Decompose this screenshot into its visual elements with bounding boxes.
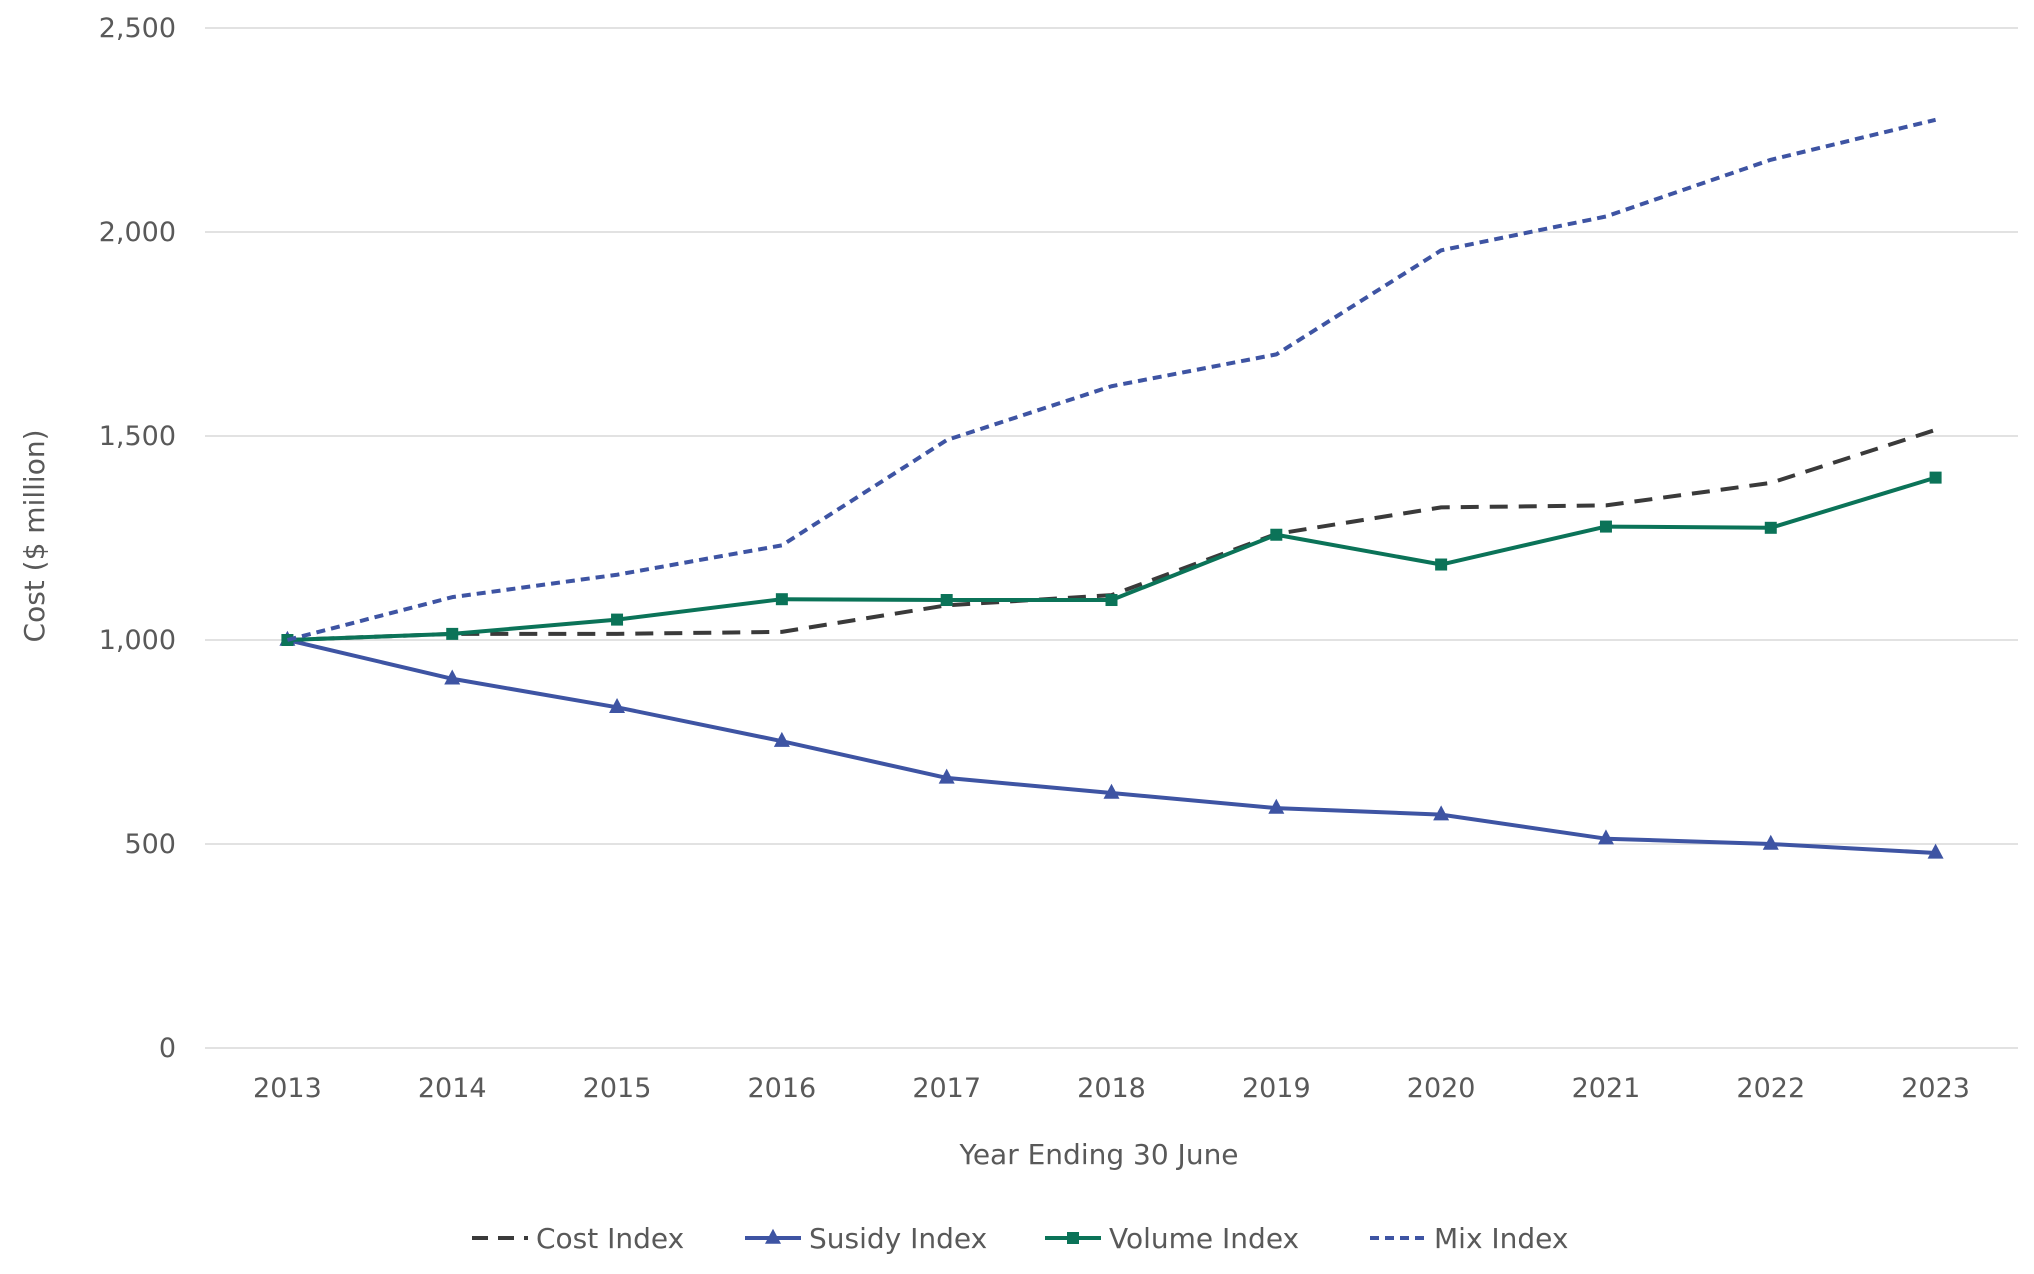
x-tick-label: 2023 — [1901, 1073, 1970, 1104]
data-point — [444, 669, 461, 685]
y-axis-ticks: 0 500 1,000 1,500 2,000 2,500 — [99, 13, 176, 1064]
data-point — [940, 594, 953, 607]
data-point — [609, 698, 626, 714]
y-tick-label: 500 — [124, 829, 176, 860]
y-tick-label: 2,500 — [99, 13, 176, 44]
legend-label: Cost Index — [536, 1222, 684, 1255]
x-axis-ticks: 2013 2014 2015 2016 2017 2018 2019 2020 2021 2022… — [253, 1073, 1970, 1104]
legend-label: Volume Index — [1109, 1222, 1299, 1255]
data-point — [1435, 558, 1448, 571]
y-tick-label: 2,000 — [99, 217, 176, 248]
legend-label: Susidy Index — [809, 1222, 987, 1255]
x-tick-label: 2021 — [1572, 1073, 1641, 1104]
x-tick-label: 2015 — [583, 1073, 652, 1104]
series-mix-index — [286, 117, 1937, 642]
y-tick-label: 1,000 — [99, 625, 176, 656]
legend-item: Susidy Index — [745, 1222, 987, 1255]
x-tick-label: 2019 — [1242, 1073, 1311, 1104]
x-tick-label: 2022 — [1736, 1073, 1805, 1104]
data-point — [1103, 783, 1120, 799]
data-point — [1599, 520, 1612, 533]
legend-marker — [765, 1228, 781, 1244]
x-tick-label: 2016 — [748, 1073, 817, 1104]
data-point — [938, 768, 955, 784]
y-tick-label: 1,500 — [99, 421, 176, 452]
x-tick-label: 2017 — [912, 1073, 981, 1104]
series-susidy-index — [279, 630, 1944, 859]
data-point — [1762, 834, 1779, 850]
legend-marker — [1067, 1232, 1079, 1244]
gridlines — [205, 27, 2018, 1049]
data-point — [775, 593, 788, 606]
legend-label: Mix Index — [1434, 1222, 1569, 1255]
x-tick-label: 2014 — [418, 1073, 487, 1104]
legend-item: Mix Index — [1370, 1222, 1569, 1255]
data-point — [1105, 594, 1118, 607]
legend-item: Volume Index — [1045, 1222, 1299, 1255]
series-volume-index — [281, 471, 1942, 646]
x-tick-label: 2018 — [1077, 1073, 1146, 1104]
data-point — [1270, 528, 1283, 541]
data-point — [1929, 471, 1942, 484]
x-tick-label: 2020 — [1407, 1073, 1476, 1104]
data-point — [1433, 805, 1450, 821]
data-point — [611, 613, 624, 626]
series-line — [287, 475, 1937, 642]
data-point — [1927, 843, 1944, 859]
data-point — [446, 627, 459, 640]
data-point — [773, 731, 790, 747]
series-cost-index — [287, 427, 1937, 642]
x-axis-title: Year Ending 30 June — [958, 1138, 1238, 1171]
data-point — [1764, 521, 1777, 534]
series-line — [286, 117, 1937, 642]
x-tick-label: 2013 — [253, 1073, 322, 1104]
data-point — [1597, 829, 1614, 845]
series-lines — [279, 117, 1944, 859]
series-line — [287, 427, 1937, 642]
data-point — [1268, 798, 1285, 814]
legend-item: Cost Index — [472, 1222, 684, 1255]
legend: Cost Index Susidy Index Volume Index Mix In… — [472, 1222, 1569, 1255]
y-axis-title: Cost ($ million) — [18, 430, 51, 643]
y-tick-label: 0 — [159, 1033, 176, 1064]
series-line — [286, 638, 1936, 855]
